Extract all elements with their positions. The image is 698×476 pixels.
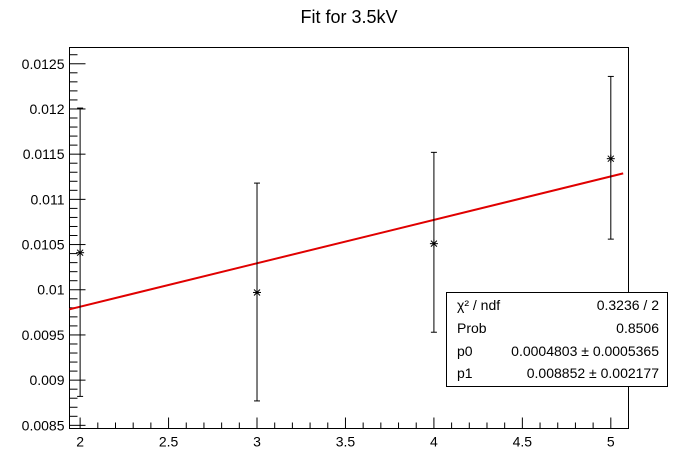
data-point-marker	[429, 239, 438, 248]
stats-value: 0.8506	[616, 320, 659, 336]
y-tick-label: 0.011	[31, 191, 65, 207]
y-tick-label: 0.01	[37, 282, 64, 298]
stats-row: p1 0.008852 ± 0.002177	[457, 363, 659, 383]
plot-frame	[69, 47, 629, 429]
points-layer	[76, 75, 615, 402]
y-tick-label: 0.009	[29, 372, 64, 388]
stats-key: p1	[457, 365, 473, 381]
x-tick-label: 5	[607, 434, 615, 450]
stats-key: Prob	[457, 320, 487, 336]
marker-stroke	[430, 240, 438, 248]
data-point-marker	[253, 288, 262, 297]
y-tick-label: 0.012	[29, 101, 64, 117]
y-tick-label: 0.0125	[22, 56, 65, 72]
y-tick-label: 0.0115	[23, 146, 65, 162]
x-tick-label: 4.5	[513, 434, 533, 450]
marker-stroke	[253, 289, 261, 296]
stats-key: p0	[457, 343, 473, 359]
stats-key: χ² / ndf	[457, 297, 501, 313]
x-tick-label: 2	[76, 434, 84, 450]
x-tick-label: 3.5	[336, 434, 356, 450]
stats-row: χ² / ndf 0.3236 / 2	[457, 295, 659, 315]
stats-value: 0.0004803 ± 0.0005365	[511, 343, 659, 359]
marker-stroke	[607, 155, 615, 163]
fit-layer	[69, 172, 624, 311]
stats-row: Prob 0.8506	[457, 318, 659, 338]
data-point-marker	[76, 248, 85, 257]
stats-value: 0.3236 / 2	[596, 297, 659, 313]
stats-row: p0 0.0004803 ± 0.0005365	[457, 341, 659, 361]
fit-line	[69, 172, 624, 311]
x-tick-label: 3	[253, 434, 261, 450]
y-tick-label: 0.0085	[22, 417, 65, 433]
data-point-marker	[606, 154, 615, 163]
x-tick-label: 4	[430, 434, 438, 450]
marker-stroke	[76, 249, 84, 257]
axes: 2 2.5 3 3.5 4 4.5 5 0.0085 0.009 0.0095 0.01 0.0105…	[22, 54, 629, 450]
stats-value: 0.008852 ± 0.002177	[526, 365, 659, 381]
y-tick-label: 0.0095	[22, 327, 65, 343]
x-tick-label: 2.5	[159, 434, 179, 450]
stats-box: χ² / ndf 0.3236 / 2 Prob 0.8506 p0 0.000…	[446, 292, 668, 387]
chart-title: Fit for 3.5kV	[300, 7, 397, 27]
y-tick-label: 0.0105	[22, 237, 65, 253]
